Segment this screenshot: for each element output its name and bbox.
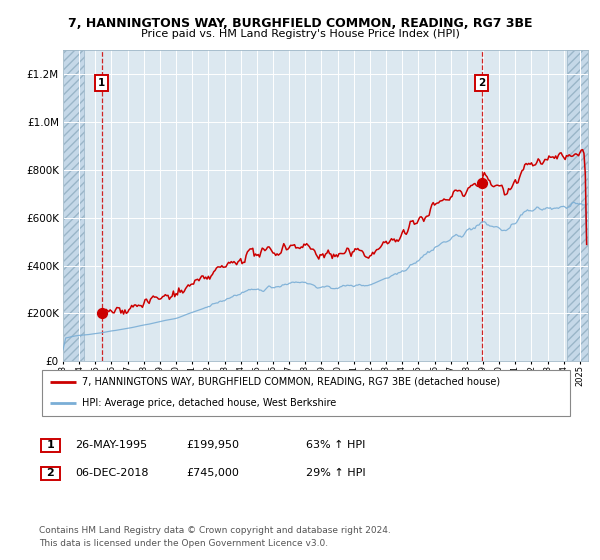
Bar (63, 50, 84, 361)
Bar (567, 50, 588, 361)
Text: 1: 1 (47, 440, 54, 450)
Text: 26-MAY-1995: 26-MAY-1995 (75, 440, 147, 450)
Text: 06-DEC-2018: 06-DEC-2018 (75, 468, 149, 478)
Text: 1: 1 (98, 78, 106, 88)
Text: 7, HANNINGTONS WAY, BURGHFIELD COMMON, READING, RG7 3BE (detached house): 7, HANNINGTONS WAY, BURGHFIELD COMMON, R… (82, 377, 500, 387)
Text: 29% ↑ HPI: 29% ↑ HPI (306, 468, 365, 478)
Text: Price paid vs. HM Land Registry's House Price Index (HPI): Price paid vs. HM Land Registry's House … (140, 29, 460, 39)
Text: HPI: Average price, detached house, West Berkshire: HPI: Average price, detached house, West… (82, 398, 336, 408)
Point (97, 309, 107, 318)
Text: 2: 2 (47, 468, 54, 478)
Text: 2: 2 (478, 78, 485, 88)
Bar (41, 466, 60, 480)
Bar (41, 438, 60, 452)
Text: 63% ↑ HPI: 63% ↑ HPI (306, 440, 365, 450)
Text: 7, HANNINGTONS WAY, BURGHFIELD COMMON, READING, RG7 3BE: 7, HANNINGTONS WAY, BURGHFIELD COMMON, R… (68, 17, 532, 30)
Point (477, 179, 487, 188)
Text: £199,950: £199,950 (186, 440, 239, 450)
Text: £745,000: £745,000 (186, 468, 239, 478)
Text: Contains HM Land Registry data © Crown copyright and database right 2024.
This d: Contains HM Land Registry data © Crown c… (39, 526, 391, 548)
